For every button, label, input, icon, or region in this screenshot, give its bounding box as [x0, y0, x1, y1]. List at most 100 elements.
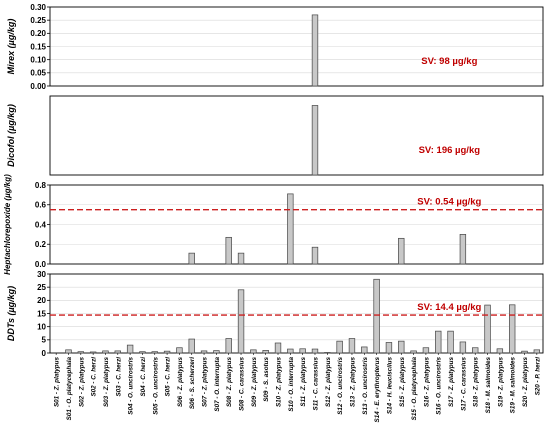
bar: [311, 105, 319, 176]
bar: [361, 346, 368, 354]
y-axis-title: Heptachlorepoxide (µg/kg): [3, 174, 12, 275]
bar: [484, 304, 491, 354]
x-tick-label: S20 - Z. platypus: [522, 357, 529, 408]
y-tick-label: 0.00: [30, 82, 46, 91]
bar: [225, 338, 232, 354]
bar: [250, 349, 257, 354]
bar: [373, 278, 380, 354]
screening-value-label: SV: 0.54 µg/kg: [417, 197, 481, 208]
bar: [472, 347, 479, 354]
x-tick-label: S02 - C. herzi: [91, 357, 98, 397]
bar: [237, 252, 245, 265]
screening-value-label: SV: 98 µg/kg: [421, 56, 477, 67]
y-tick-label: 30: [37, 270, 46, 279]
bar: [533, 349, 541, 354]
x-tick-label: S09 - Z. platypus: [251, 357, 258, 408]
bar: [496, 348, 504, 354]
y-tick-label: 0.05: [30, 69, 46, 78]
bar: [287, 193, 294, 265]
x-tick-label: S16 - O. uncirostris: [436, 357, 443, 415]
x-tick-label: S17 - C. carassius: [460, 357, 467, 411]
y-tick-label: 10: [37, 322, 46, 331]
bar: [385, 342, 393, 354]
screening-value-label: SV: 14.4 µg/kg: [417, 302, 481, 313]
bar: [336, 340, 343, 354]
y-tick-label: 0.30: [30, 3, 46, 12]
x-tick-label: S04 - C. herzi: [140, 357, 147, 397]
x-tick-label: S15 - O. platycephala: [411, 357, 418, 421]
bar: [237, 289, 245, 354]
bar: [213, 350, 220, 354]
bar: [435, 330, 442, 354]
x-tick-label: S03 - Z. platypus: [103, 357, 110, 408]
y-tick-label: 0.20: [30, 29, 46, 38]
panel-frame: [49, 6, 544, 87]
bar: [200, 350, 208, 354]
bar: [348, 338, 356, 354]
bar: [521, 350, 528, 354]
x-tick-label: S19 - Z. platypus: [497, 357, 504, 408]
y-tick-label: 0: [42, 349, 47, 358]
bar: [139, 351, 146, 354]
screening-value-label: SV: 196 µg/kg: [419, 145, 481, 156]
bar: [509, 304, 516, 354]
x-tick-label: S15 - Z. platypus: [399, 357, 406, 408]
x-tick-label: S02 - Z. platypus: [78, 357, 85, 408]
y-axis-title: DDTs (µg/kg): [6, 286, 16, 341]
x-tick-label: S05 - O. uncirostris: [152, 357, 159, 415]
panel-frame: [49, 95, 544, 176]
y-tick-label: 25: [37, 283, 46, 292]
bar: [225, 236, 232, 265]
bar: [311, 246, 319, 265]
y-tick-label: 0.10: [30, 55, 46, 64]
x-tick-label: S10 - Z. platypus: [276, 357, 283, 408]
y-tick-label: 0.2: [35, 240, 47, 249]
y-axis-title: Dicofol (µg/kg): [6, 104, 16, 167]
bar: [422, 347, 430, 354]
bar: [410, 350, 417, 354]
x-tick-label: S09 - S. asotus: [263, 357, 270, 402]
bar: [311, 348, 319, 354]
x-tick-label: S07 - Z. platypus: [202, 357, 209, 408]
bar: [398, 237, 405, 265]
bar: [126, 344, 134, 354]
x-tick-label: S03 - C. herzi: [115, 357, 122, 397]
bar: [262, 350, 269, 354]
x-tick-label: S07 - O. interrupta: [214, 357, 221, 412]
bar: [324, 352, 331, 354]
bar: [176, 347, 183, 354]
bar: [89, 351, 97, 354]
bar: [459, 341, 467, 354]
x-tick-label: S08 - Z. platypus: [226, 357, 233, 408]
y-tick-label: 0.25: [30, 16, 46, 25]
x-tick-label: S06 - Z. platypus: [177, 357, 184, 408]
x-tick-label: S10 - O. interrupta: [288, 357, 295, 412]
bar: [188, 338, 195, 354]
bar: [77, 351, 84, 354]
bar: [274, 342, 282, 354]
bar: [65, 349, 72, 354]
x-tick-label: S12 - O. uncirostris: [337, 357, 344, 415]
y-tick-label: 0.6: [35, 201, 47, 210]
x-tick-label: S11 - C. carassius: [312, 357, 319, 411]
y-tick-label: 15: [37, 309, 46, 318]
x-tick-label: S12 - Z. platypus: [325, 357, 332, 408]
x-tick-label: S04 - O. uncirostris: [128, 357, 135, 415]
x-tick-label: S14 - H. leuciscilus: [386, 357, 393, 415]
bar: [299, 348, 306, 354]
y-axis-title: Mirex (µg/kg): [6, 19, 16, 75]
bar: [287, 348, 294, 354]
bar: [188, 252, 195, 265]
y-tick-label: 0.8: [35, 181, 47, 190]
panel-frame: [49, 184, 544, 265]
bar: [151, 351, 158, 354]
x-tick-label: S18 - M. salmoides: [485, 357, 492, 414]
x-tick-label: S08 - C. carassius: [239, 357, 246, 411]
panel-frame: [49, 273, 544, 354]
bar: [447, 330, 454, 354]
y-tick-label: 5: [42, 336, 47, 345]
x-tick-label: S16 - Z. platypus: [423, 357, 430, 408]
x-tick-label: S01 - Z. platypus: [54, 357, 61, 408]
x-tick-label: S17 - Z. platypus: [448, 357, 455, 408]
bar: [163, 350, 171, 354]
